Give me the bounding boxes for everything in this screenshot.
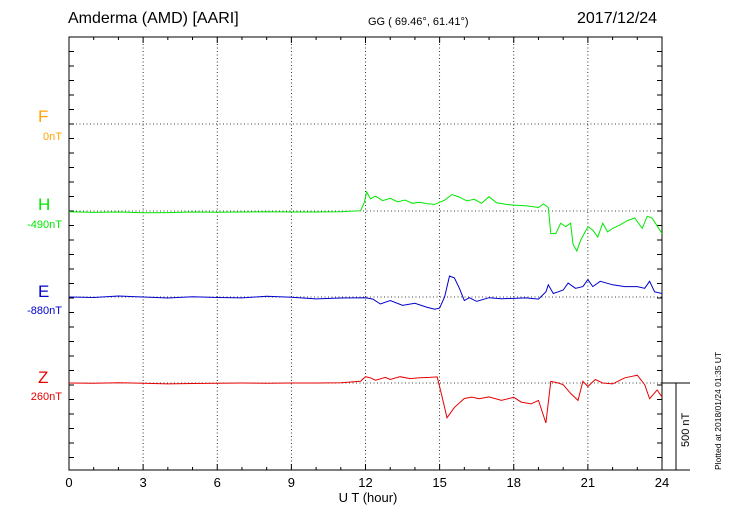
component-label-h: H bbox=[38, 195, 51, 214]
x-tick-labels: 0 3 6 9 12 15 18 21 24 bbox=[65, 475, 669, 490]
baseline-label-e: -880nT bbox=[27, 305, 62, 317]
x-tick-label: 15 bbox=[432, 475, 446, 490]
station-title: Amderma (AMD) [AARI] bbox=[68, 10, 239, 27]
x-axis-label: U T (hour) bbox=[339, 490, 398, 505]
x-tick-label: 3 bbox=[140, 475, 147, 490]
tick-marks bbox=[68, 37, 663, 470]
plotted-note: Plotted at 2018/01/24 01:35 UT bbox=[713, 351, 723, 470]
series-line-h bbox=[68, 190, 663, 253]
x-tick-label: 9 bbox=[288, 475, 295, 490]
baseline-label-f: 0nT bbox=[43, 131, 62, 143]
component-label-e: E bbox=[38, 282, 50, 301]
series-lines bbox=[68, 190, 663, 424]
scale-bar bbox=[662, 382, 690, 471]
grid bbox=[69, 37, 662, 470]
series-line-e bbox=[68, 275, 663, 310]
scale-bar-label: 500 nT bbox=[680, 412, 692, 447]
baseline-label-h: -490nT bbox=[27, 219, 62, 231]
date-label: 2017/12/24 bbox=[577, 10, 658, 27]
component-label-f: F bbox=[38, 107, 49, 126]
x-tick-label: 24 bbox=[655, 475, 669, 490]
baseline-label-z: 260nT bbox=[30, 391, 62, 403]
x-tick-label: 12 bbox=[358, 475, 372, 490]
x-tick-label: 6 bbox=[214, 475, 221, 490]
component-label-z: Z bbox=[38, 368, 49, 387]
x-tick-label: 0 bbox=[65, 475, 72, 490]
x-tick-label: 21 bbox=[581, 475, 595, 490]
series-line-z bbox=[68, 374, 663, 424]
x-tick-label: 18 bbox=[507, 475, 521, 490]
coordinates: GG ( 69.46°, 61.41°) bbox=[368, 16, 469, 28]
